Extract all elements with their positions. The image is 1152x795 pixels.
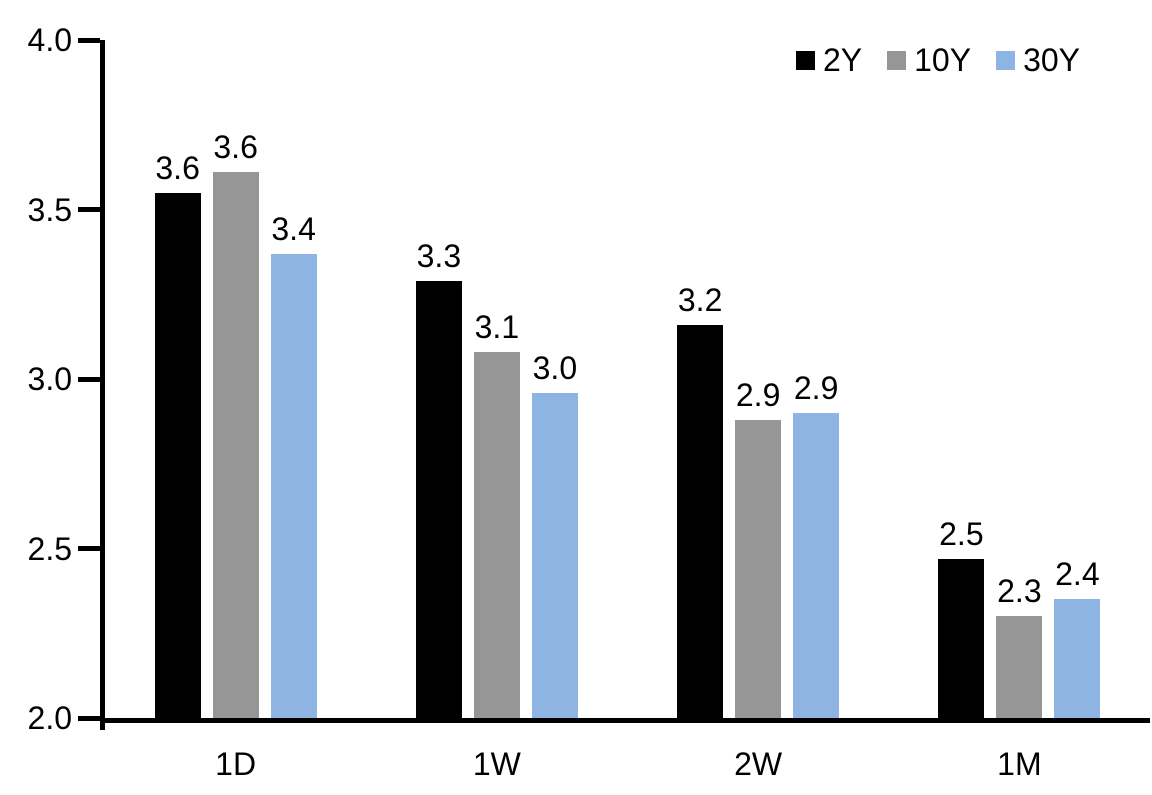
x-tick-label-1M: 1M [997, 746, 1042, 782]
y-axis [100, 40, 105, 730]
legend-swatch-2y-icon [795, 50, 815, 70]
legend-label-2y: 2Y [822, 42, 863, 78]
y-tick-label: 3.0 [27, 361, 72, 397]
bar-2Y-2W [677, 324, 724, 718]
legend: 2Y 10Y 30Y [795, 42, 1080, 78]
y-tick-mark [78, 715, 100, 721]
bar-value-label-10Y-1W: 3.1 [474, 308, 520, 345]
legend-label-30y: 30Y [1023, 42, 1080, 78]
bar-10Y-1W [473, 351, 520, 718]
y-tick-mark [78, 546, 100, 551]
bar-10Y-1M [996, 616, 1043, 718]
legend-item-2y: 2Y [795, 42, 863, 78]
legend-item-30y: 30Y [996, 42, 1080, 78]
bar-30Y-1D [270, 253, 317, 718]
x-axis [100, 718, 1150, 723]
bar-value-label-30Y-1D: 3.4 [271, 210, 316, 247]
legend-swatch-10y-icon [887, 50, 907, 70]
legend-swatch-30y-icon [996, 50, 1016, 70]
bar-30Y-2W [793, 412, 840, 718]
bar-10Y-2W [735, 419, 782, 718]
bar-value-label-2Y-2W: 3.2 [677, 281, 723, 318]
bar-value-label-2Y-1W: 3.3 [416, 237, 462, 274]
bar-value-label-30Y-1M: 2.4 [1055, 556, 1100, 593]
y-tick-mark [78, 376, 100, 382]
bar-value-label-30Y-1W: 3.0 [532, 349, 578, 386]
x-tick-label-1D: 1D [215, 746, 257, 782]
bar-10Y-1D [212, 172, 259, 718]
y-tick-label: 3.5 [27, 191, 72, 228]
x-tick-label-2W: 2W [734, 746, 783, 782]
bar-value-label-30Y-2W: 2.9 [793, 369, 839, 406]
bar-30Y-1M [1054, 599, 1101, 718]
bar-2Y-1W [415, 280, 462, 718]
legend-label-10y: 10Y [914, 42, 972, 78]
bar-30Y-1W [531, 392, 578, 718]
bar-value-label-2Y-1M: 2.5 [939, 515, 984, 552]
bar-value-label-10Y-1M: 2.3 [997, 573, 1042, 610]
y-tick-label: 4.0 [27, 22, 72, 58]
bar-2Y-1M [938, 558, 985, 718]
y-tick-mark [78, 37, 100, 43]
bar-value-label-10Y-1D: 3.6 [213, 129, 258, 166]
bar-value-label-2Y-1D: 3.6 [155, 149, 200, 186]
bar-2Y-1D [154, 192, 201, 718]
y-tick-label: 2.0 [27, 700, 72, 736]
x-tick-label-1W: 1W [472, 746, 521, 782]
legend-item-10y: 10Y [887, 42, 971, 78]
bar-value-label-10Y-2W: 2.9 [735, 376, 781, 413]
y-tick-mark [78, 207, 100, 212]
y-tick-label: 2.5 [27, 530, 72, 567]
